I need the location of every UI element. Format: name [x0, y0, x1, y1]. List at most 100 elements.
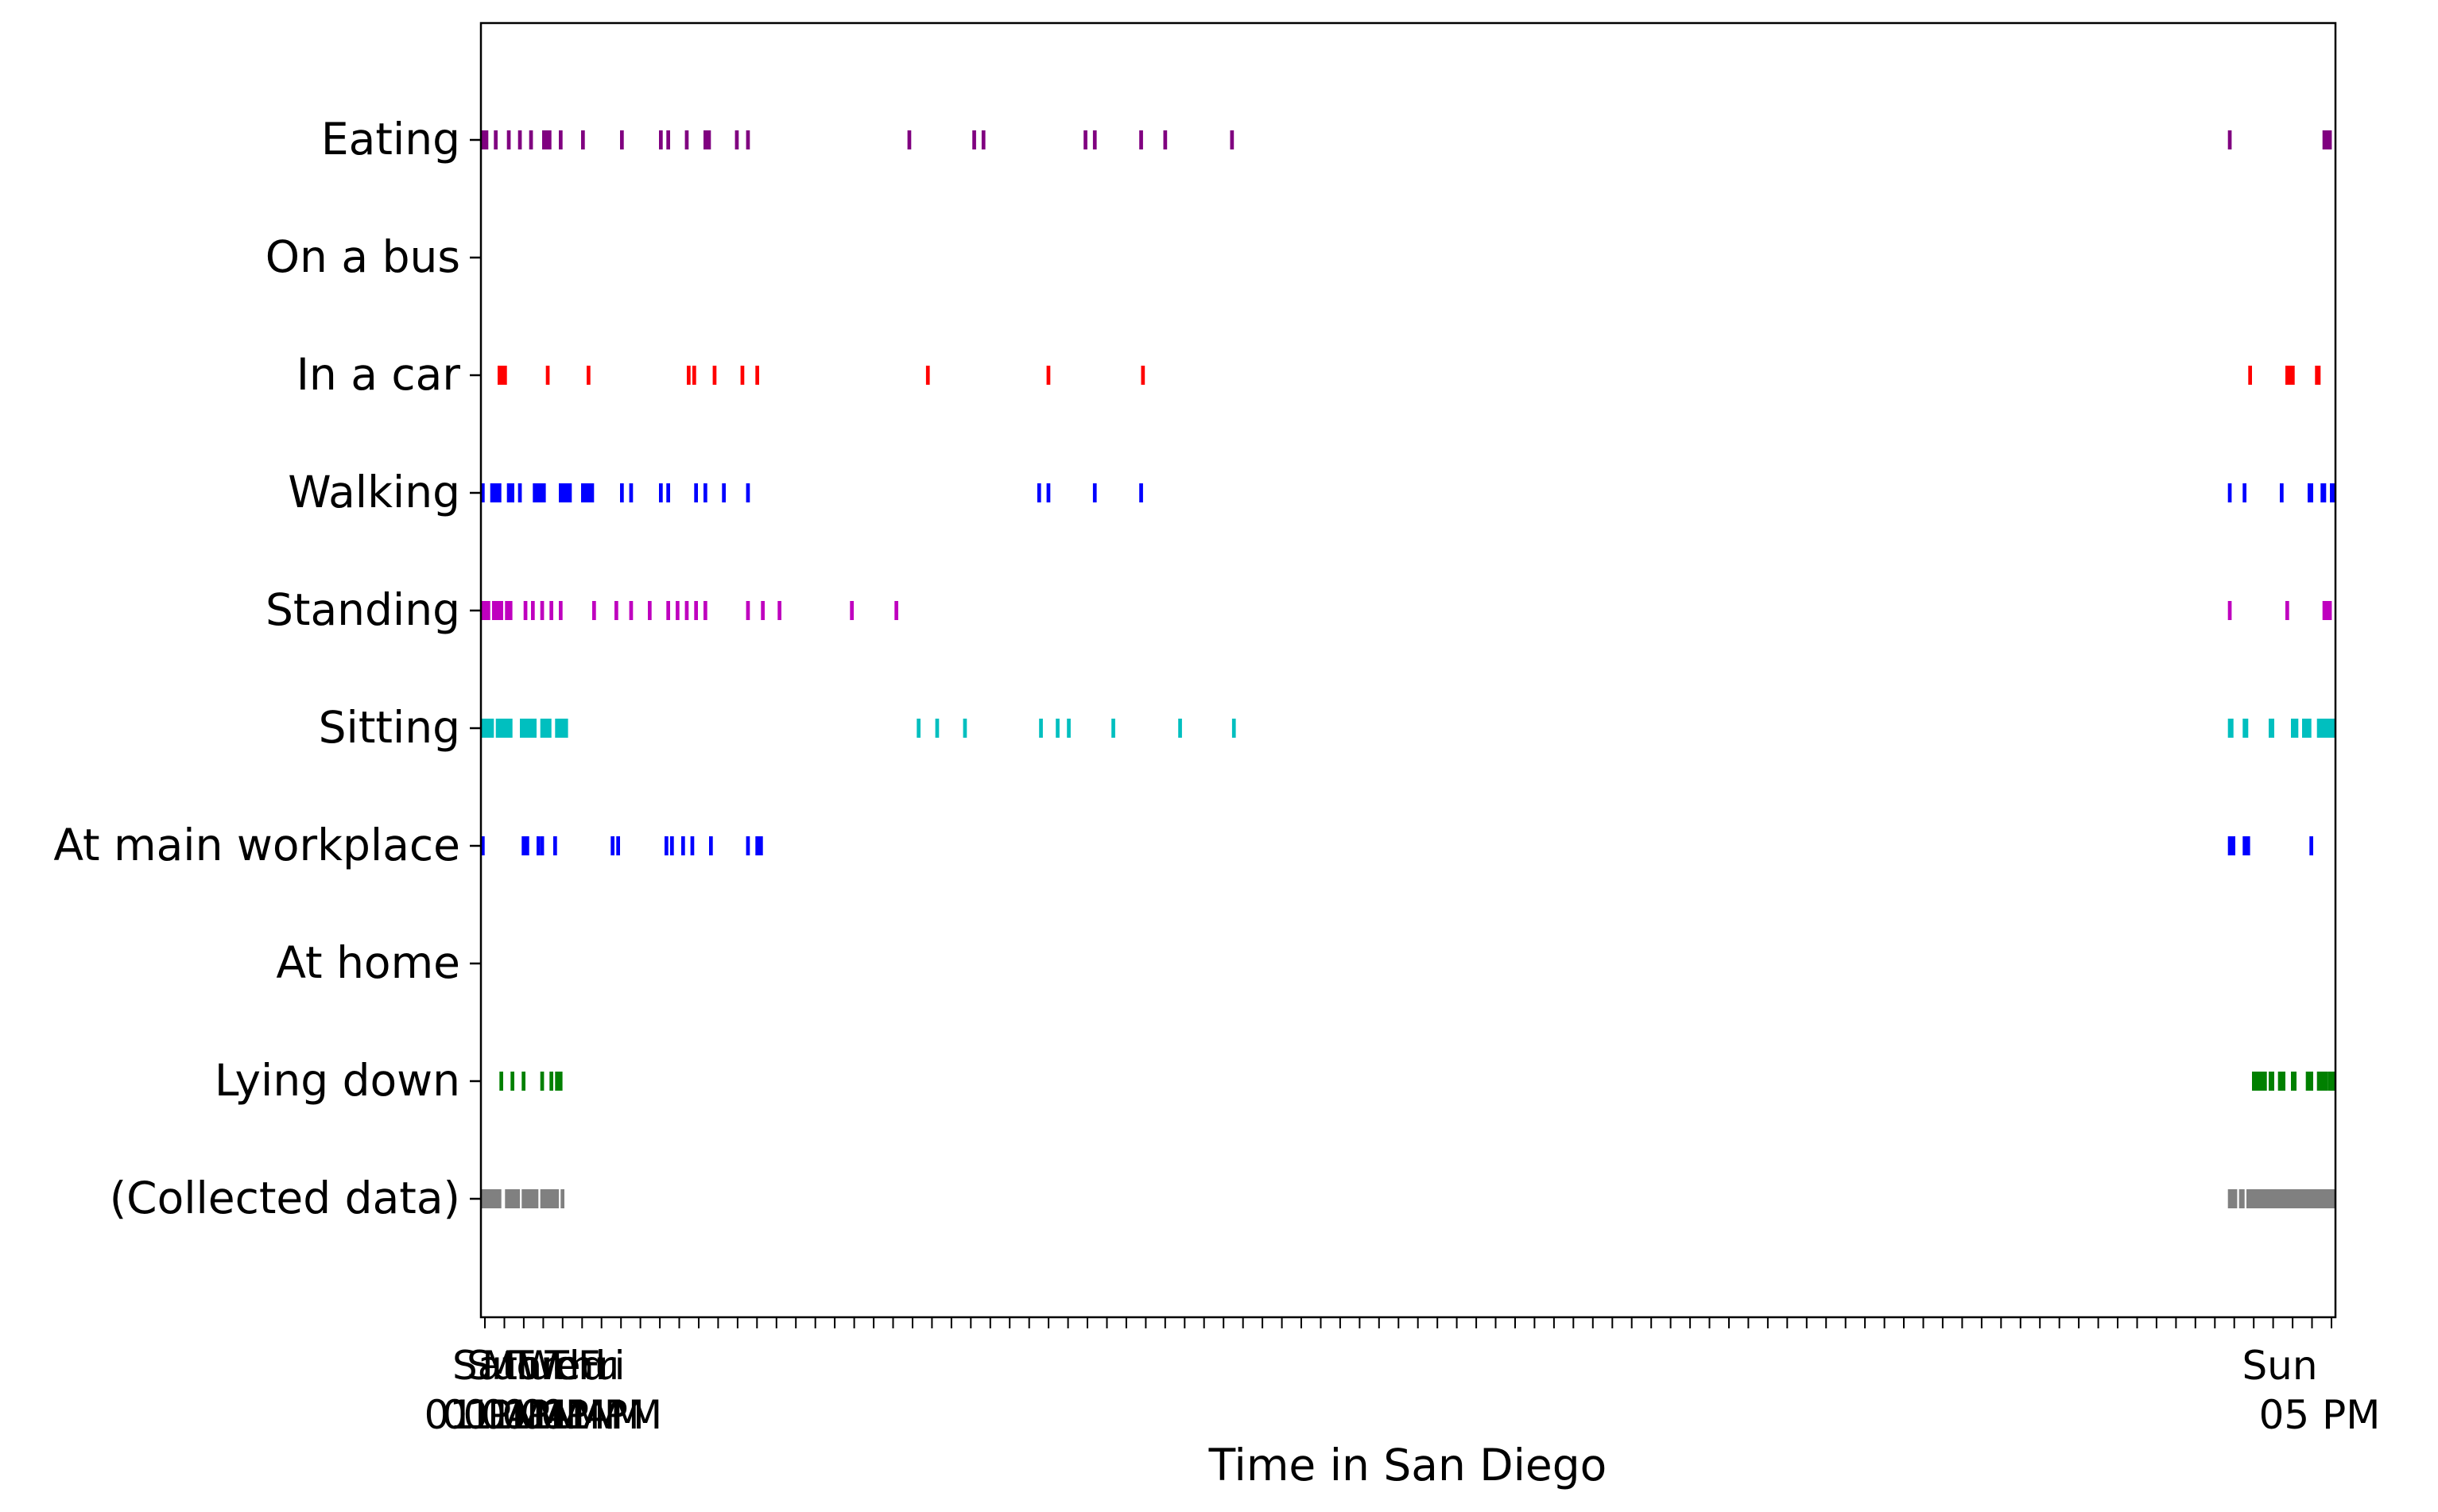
event-mark-eating	[666, 130, 670, 149]
event-mark-lying-down	[2277, 1072, 2285, 1091]
x-tick-label: 01 PM	[502, 1392, 623, 1438]
x-tick-label: Wed	[519, 1343, 606, 1389]
event-mark-at-main-workplace	[2309, 836, 2313, 855]
event-mark-eating	[506, 130, 511, 149]
event-mark-standing	[746, 601, 750, 620]
event-mark-at-main-workplace	[670, 836, 674, 855]
x-tick-label: 01 AM	[442, 1392, 567, 1438]
y-tick-label: Sitting	[319, 702, 460, 753]
event-mark-lying-down	[2328, 1072, 2335, 1091]
event-mark-at-main-workplace	[525, 836, 529, 855]
event-mark-walking	[2242, 483, 2246, 502]
event-mark-sitting	[1056, 719, 1060, 738]
event-mark-sitting	[1039, 719, 1043, 738]
event-mark-in-a-car	[587, 366, 591, 385]
x-tick-label: Sat	[452, 1343, 517, 1389]
event-mark-walking	[746, 483, 750, 502]
event-mark-eating	[1139, 130, 1143, 149]
event-mark-standing	[2285, 601, 2289, 620]
event-mark-standing	[2227, 601, 2232, 620]
y-tick-label: In a car	[297, 349, 461, 400]
event-mark-standing	[894, 601, 898, 620]
event-mark-sitting	[2269, 719, 2274, 738]
event-mark-standing	[505, 601, 513, 620]
event-mark-eating	[703, 130, 711, 149]
x-tick-label: Thu	[544, 1343, 619, 1389]
event-mark-eating	[746, 130, 750, 149]
event-mark-eating	[481, 130, 489, 149]
event-mark-standing	[850, 601, 854, 620]
y-tick-label: Eating	[321, 114, 460, 165]
event-mark-eating	[981, 130, 986, 149]
event-mark-at-main-workplace	[755, 836, 759, 855]
event-mark-collected-data	[560, 1189, 564, 1208]
event-mark-in-a-car	[2285, 366, 2295, 385]
event-mark-standing	[549, 601, 553, 620]
event-mark-standing	[676, 601, 680, 620]
event-mark-standing	[492, 601, 503, 620]
event-mark-standing	[703, 601, 707, 620]
event-mark-in-a-car	[687, 366, 691, 385]
y-axis: Eating On a bus In a car Walking Standing Sit…	[53, 114, 481, 1223]
event-mark-walking	[481, 483, 485, 502]
x-axis-label: Time in San Diego	[1208, 1440, 1607, 1491]
y-tick-label: Lying down	[215, 1055, 460, 1106]
y-tick-label: At main workplace	[53, 820, 460, 870]
x-tick-label: Fri	[578, 1343, 626, 1389]
event-mark-standing	[592, 601, 596, 620]
event-mark-eating	[581, 130, 585, 149]
event-mark-walking	[666, 483, 670, 502]
event-mark-at-main-workplace	[481, 836, 485, 855]
event-mark-sitting	[2242, 719, 2249, 738]
event-mark-walking	[490, 483, 502, 502]
x-tick-label: 01 PM	[463, 1392, 584, 1438]
event-mark-eating	[1163, 130, 1168, 149]
event-mark-at-main-workplace	[540, 836, 545, 855]
plot-frame	[479, 21, 2337, 1319]
event-mark-lying-down	[499, 1072, 503, 1091]
event-mark-eating	[2322, 130, 2332, 149]
event-mark-eating	[559, 130, 563, 149]
event-mark-sitting	[2316, 719, 2330, 738]
event-mark-eating	[494, 130, 498, 149]
event-mark-eating	[684, 130, 689, 149]
event-mark-at-main-workplace	[2242, 836, 2250, 855]
x-tick-label: Sun	[467, 1343, 542, 1389]
x-tick-label: 01 AM	[481, 1392, 606, 1438]
y-tick-label: On a bus	[266, 231, 460, 282]
event-mark-walking	[620, 483, 624, 502]
event-mark-in-a-car	[712, 366, 717, 385]
event-mark-walking	[629, 483, 634, 502]
event-mark-standing	[614, 601, 618, 620]
event-mark-at-main-workplace	[553, 836, 557, 855]
event-mark-at-main-workplace	[665, 836, 669, 855]
event-mark-standing	[540, 601, 545, 620]
event-mark-walking	[2280, 483, 2284, 502]
event-mark-eating	[517, 130, 522, 149]
event-mark-walking	[517, 483, 522, 502]
event-mark-at-main-workplace	[759, 836, 763, 855]
event-mark-walking	[722, 483, 726, 502]
event-mark-at-main-workplace	[746, 836, 750, 855]
event-mark-walking	[1139, 483, 1143, 502]
event-mark-sitting	[2302, 719, 2312, 738]
event-mark-standing	[531, 601, 535, 620]
event-mark-standing	[761, 601, 765, 620]
event-mark-walking	[581, 483, 595, 502]
event-mark-standing	[777, 601, 781, 620]
event-mark-walking	[1092, 483, 1097, 502]
x-tick-label: Mon	[482, 1343, 565, 1389]
event-mark-standing	[523, 601, 528, 620]
event-mark-walking	[2308, 483, 2313, 502]
event-mark-collected-data	[505, 1189, 520, 1208]
event-mark-sitting	[520, 719, 537, 738]
event-mark-standing	[666, 601, 670, 620]
event-mark-standing	[684, 601, 689, 620]
event-mark-collected-data	[2254, 1189, 2335, 1208]
event-mark-sitting	[495, 719, 513, 738]
event-mark-walking	[533, 483, 546, 502]
event-mark-sitting	[2328, 719, 2335, 738]
event-mark-in-a-car	[755, 366, 759, 385]
event-mark-walking	[559, 483, 572, 502]
x-tick-label: Tue	[509, 1343, 577, 1389]
